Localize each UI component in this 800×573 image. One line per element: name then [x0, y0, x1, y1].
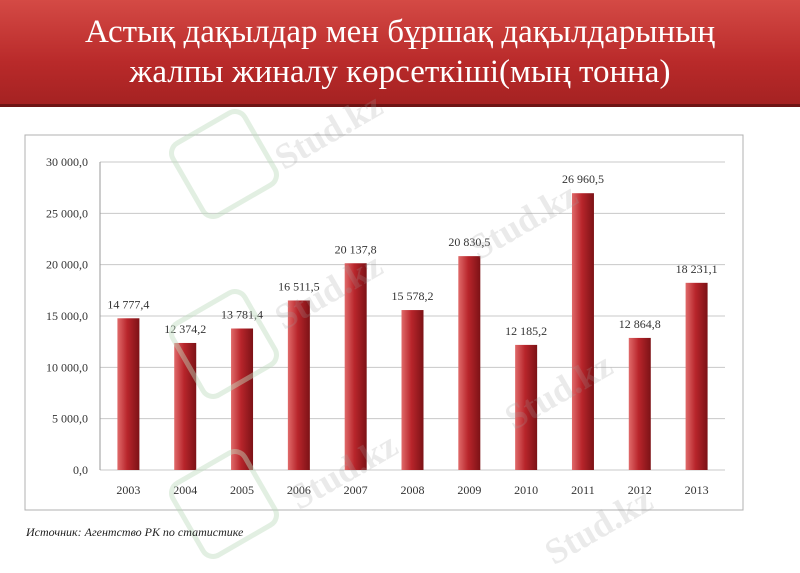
- y-tick-label: 10 000,0: [46, 360, 88, 374]
- x-tick-label: 2005: [230, 483, 254, 497]
- bar: [174, 342, 197, 470]
- x-tick-label: 2003: [116, 483, 140, 497]
- bar: [344, 263, 367, 470]
- data-label: 16 511,5: [278, 279, 320, 293]
- data-label: 18 231,1: [676, 262, 718, 276]
- data-label: 12 185,2: [505, 324, 547, 338]
- x-tick-label: 2012: [628, 483, 652, 497]
- data-label: 15 578,2: [392, 289, 434, 303]
- y-tick-label: 20 000,0: [46, 258, 88, 272]
- data-label: 14 777,4: [107, 297, 149, 311]
- data-label: 12 374,2: [164, 322, 206, 336]
- bar: [458, 256, 481, 470]
- x-tick-label: 2008: [401, 483, 425, 497]
- title-bar: Астық дақылдар мен бұршақ дақылдарының ж…: [0, 0, 800, 107]
- data-label: 13 781,4: [221, 308, 263, 322]
- bar-chart: 0,0 5 000,0 10 000,0 15 000,0 20 000,0 25 000…: [24, 134, 744, 511]
- bar: [401, 310, 424, 470]
- y-tick-label: 0,0: [73, 463, 88, 477]
- chart-frame: [24, 134, 744, 511]
- x-tick-label: 2006: [287, 483, 311, 497]
- y-tick-label: 5 000,0: [52, 412, 88, 426]
- data-label: 26 960,5: [562, 172, 604, 186]
- data-label: 20 137,8: [335, 242, 377, 256]
- y-tick-label: 15 000,0: [46, 309, 88, 323]
- y-tick-label: 30 000,0: [46, 155, 88, 169]
- data-label: 20 830,5: [448, 235, 490, 249]
- bar: [231, 328, 254, 470]
- bar: [117, 318, 140, 470]
- bar: [515, 344, 538, 470]
- bar: [571, 193, 594, 470]
- bar: [685, 282, 708, 470]
- bar: [628, 337, 651, 470]
- x-tick-label: 2011: [571, 483, 595, 497]
- x-tick-label: 2010: [514, 483, 538, 497]
- y-tick-label: 25 000,0: [46, 206, 88, 220]
- bar: [287, 300, 310, 470]
- x-tick-label: 2007: [344, 483, 368, 497]
- title-line-1: Астық дақылдар мен бұршақ дақылдарының: [84, 14, 716, 50]
- x-tick-label: 2004: [173, 483, 197, 497]
- title-line-2: жалпы жиналу көрсеткіші(мың тонна): [129, 54, 671, 90]
- data-label: 12 864,8: [619, 317, 661, 331]
- x-tick-label: 2013: [685, 483, 709, 497]
- x-tick-label: 2009: [457, 483, 481, 497]
- source-note: Источник: Агентство РК по статистике: [26, 525, 244, 539]
